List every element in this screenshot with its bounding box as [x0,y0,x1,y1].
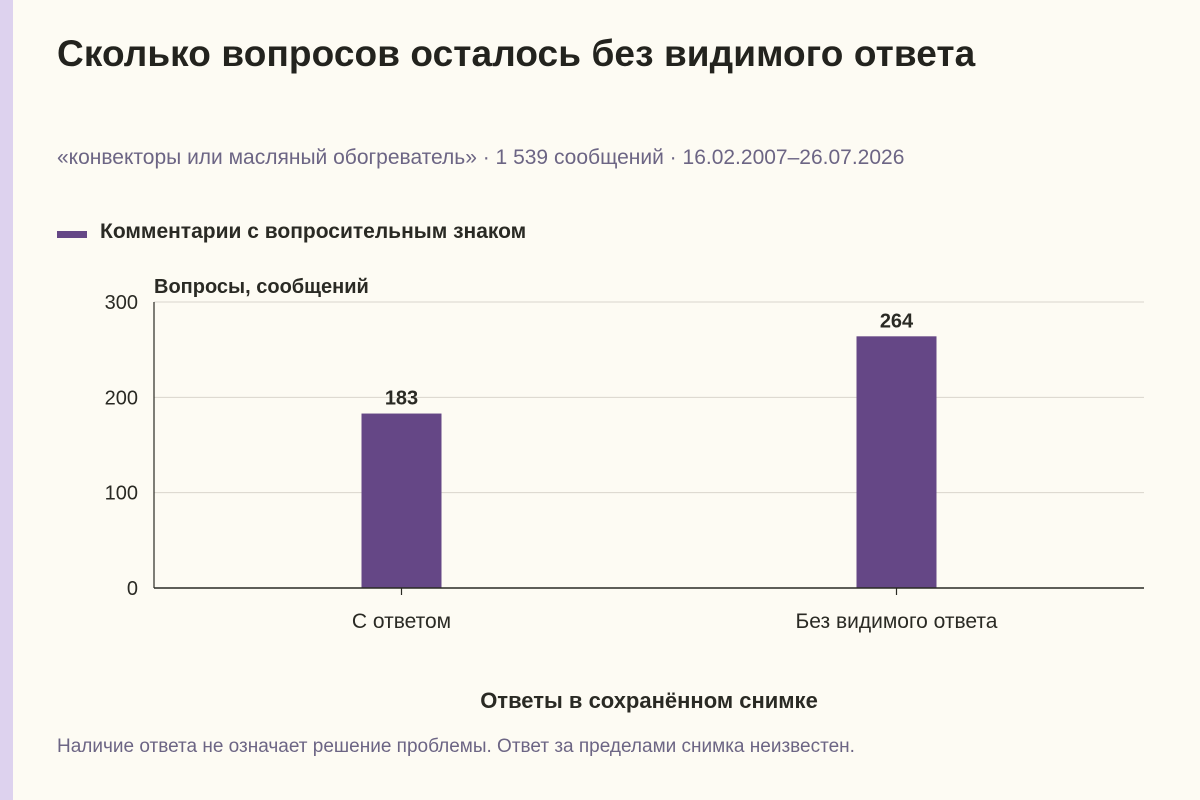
x-category-label: С ответом [352,610,451,633]
y-tick-label: 0 [127,578,138,600]
accent-strip [0,0,13,800]
y-axis-title: Вопросы, сообщений [154,276,369,298]
chart-title: Сколько вопросов осталось без видимого о… [57,33,976,74]
bar [856,336,937,588]
legend: Комментарии с вопросительным знаком [57,219,526,245]
legend-swatch [57,230,87,238]
y-tick-label: 300 [105,292,138,314]
bar [361,413,442,588]
legend-label: Комментарии с вопросительным знаком [100,220,527,243]
x-axis-title: Ответы в сохранённом снимке [480,688,818,713]
labels: 0 100 200 300 183 С ответом 264 Без видимого от… [105,292,998,633]
y-tick-label: 200 [105,387,138,409]
data-label: 183 [385,388,418,410]
y-tick-label: 100 [105,483,138,505]
data-label: 264 [880,310,914,332]
grid-lines [154,301,1144,494]
footnote: Наличие ответа не означает решение пробл… [57,736,855,757]
chart-subtitle: «конвекторы или масляный обогреватель» ·… [57,146,905,169]
x-category-label: Без видимого ответа [796,610,998,633]
bars [361,336,937,588]
axes [153,302,1144,595]
